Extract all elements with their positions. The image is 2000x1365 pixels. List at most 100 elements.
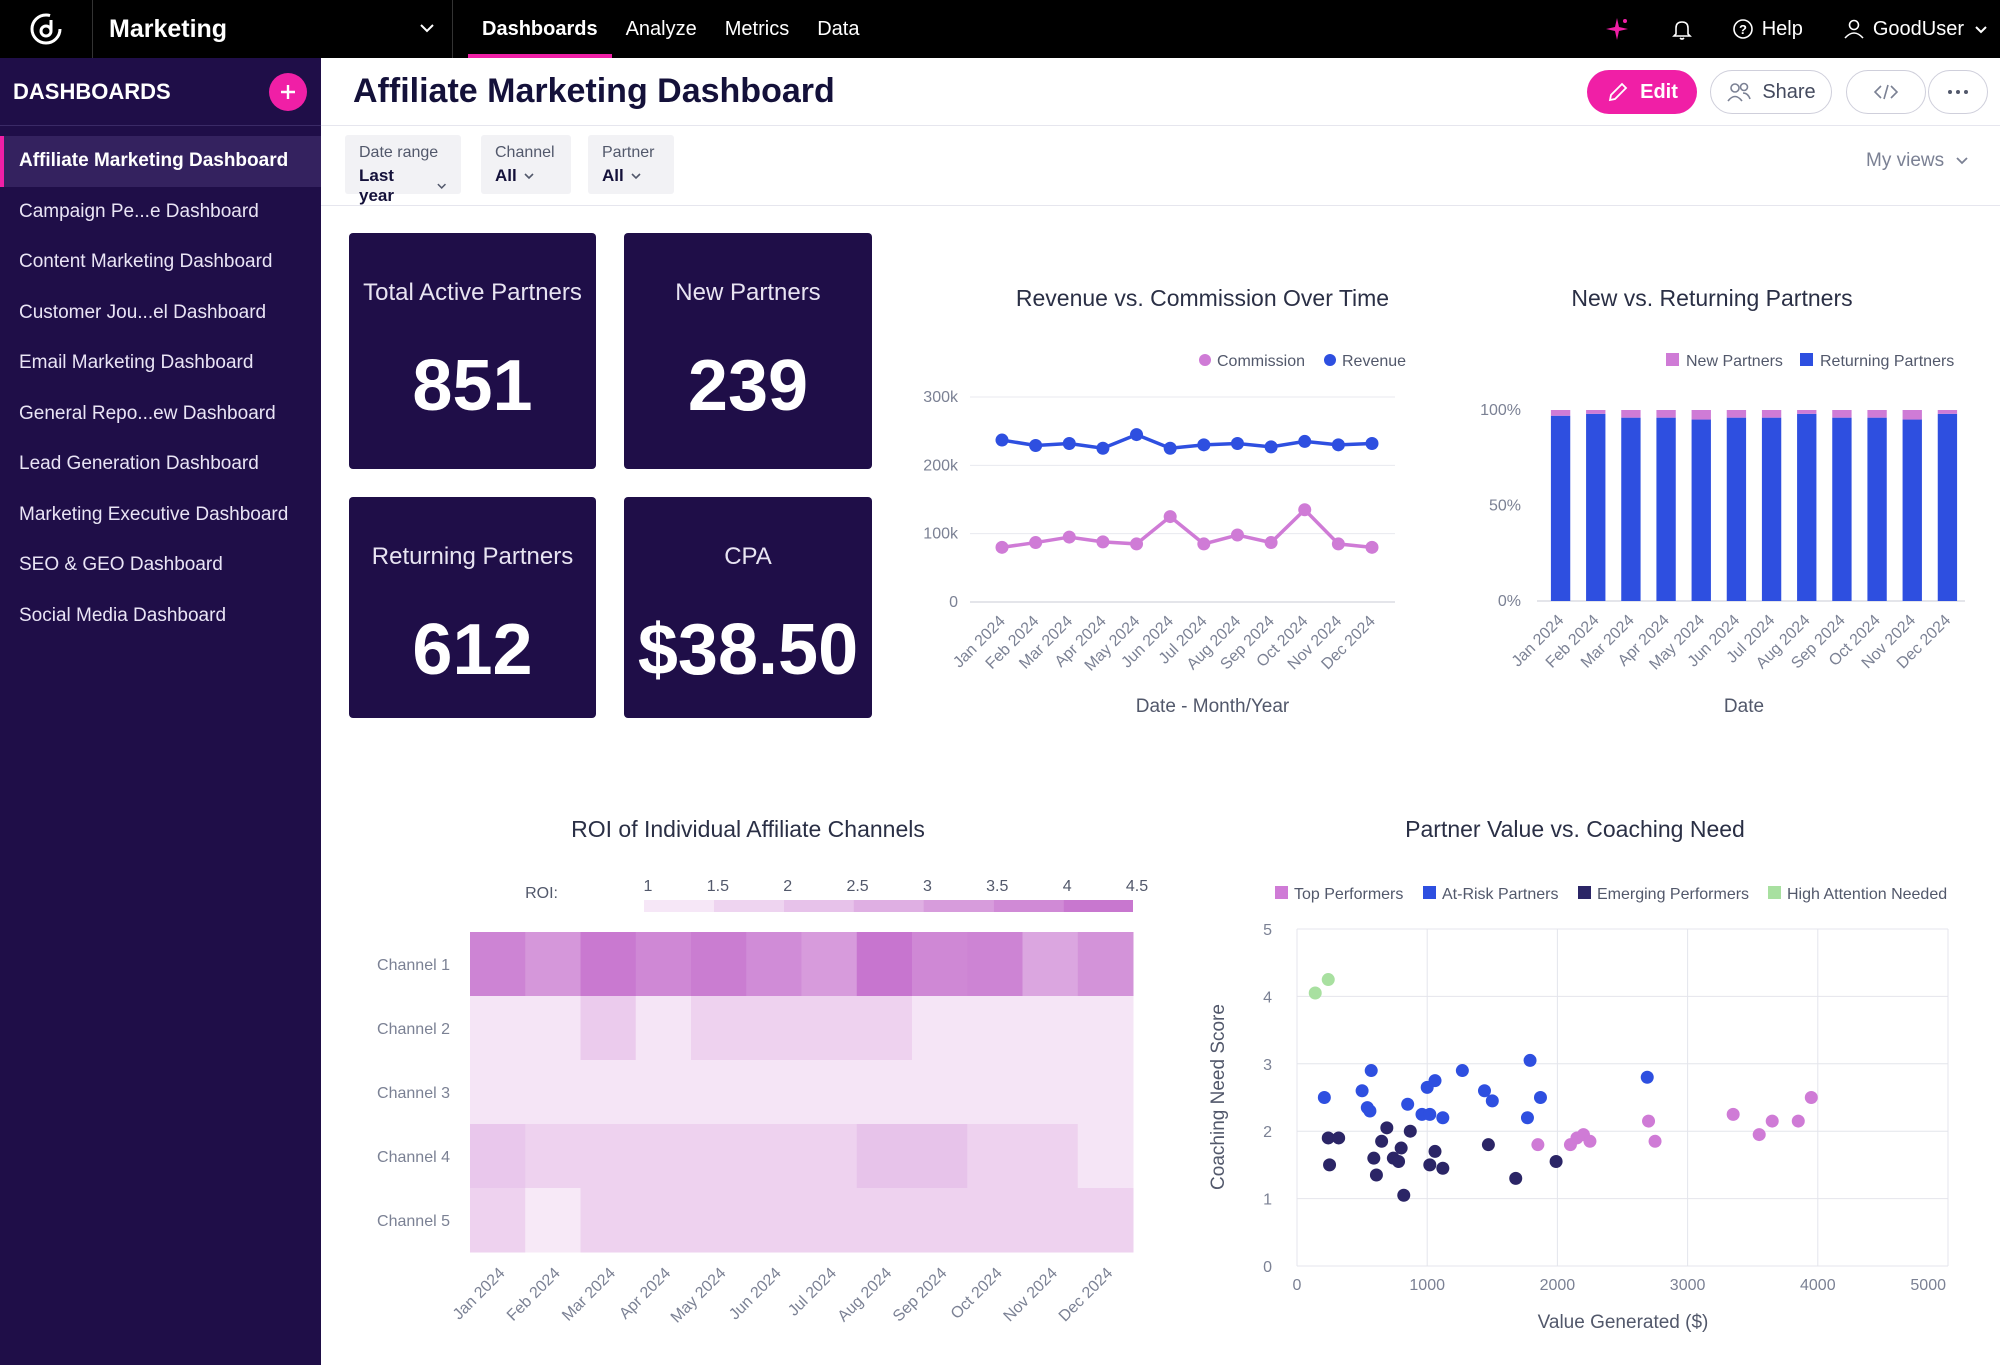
sidebar-item-content-marketing[interactable]: Content Marketing Dashboard xyxy=(19,251,273,273)
x-axis-title: Value Generated ($) xyxy=(1538,1312,1709,1333)
bar-segment xyxy=(1656,417,1676,601)
edit-label: Edit xyxy=(1640,80,1678,103)
heatmap-cell xyxy=(691,1060,747,1125)
heatmap-cell xyxy=(470,996,526,1061)
y-tick-label: 100k xyxy=(923,526,959,543)
kpi-new-partners[interactable]: New Partners 239 xyxy=(624,233,872,469)
kpi-label: Returning Partners xyxy=(371,543,574,570)
sidebar-item-social-media[interactable]: Social Media Dashboard xyxy=(19,604,227,626)
heatmap-cell xyxy=(470,1060,526,1125)
my-views-dropdown[interactable]: My views xyxy=(1866,150,1970,172)
revenue-commission-chart[interactable]: Revenue vs. Commission Over Time Commissi… xyxy=(900,270,1420,730)
channel-filter[interactable]: Channel All xyxy=(481,135,571,194)
sidebar-item-general-reporting[interactable]: General Repo...ew Dashboard xyxy=(19,402,276,424)
heatmap-cell xyxy=(912,932,968,997)
heatmap-cell xyxy=(912,1188,968,1253)
bar-segment xyxy=(1586,413,1606,601)
nav-data[interactable]: Data xyxy=(817,17,860,40)
data-point xyxy=(1308,986,1322,1000)
kpi-cpa[interactable]: CPA $38.50 xyxy=(624,497,872,718)
add-dashboard-button[interactable] xyxy=(269,72,307,111)
kpi-total-active-partners[interactable]: Total Active Partners 851 xyxy=(349,233,596,469)
share-button[interactable]: Share xyxy=(1710,70,1832,114)
heatmap-cell xyxy=(580,932,637,997)
column-label: Mar 2024 xyxy=(559,1265,619,1325)
sidebar-item-seo-geo[interactable]: SEO & GEO Dashboard xyxy=(19,554,223,576)
heatmap-cell xyxy=(856,1060,913,1125)
y-tick-label: 0 xyxy=(1263,1259,1272,1276)
share-label: Share xyxy=(1762,80,1816,103)
data-point xyxy=(1321,973,1335,987)
legend-marker xyxy=(1768,886,1781,899)
data-point xyxy=(1130,428,1144,442)
bar-segment xyxy=(1621,417,1641,601)
bell-icon[interactable] xyxy=(1671,18,1692,40)
new-returning-chart[interactable]: New vs. Returning Partners New Partners Re… xyxy=(1440,270,1985,730)
nav-analyze[interactable]: Analyze xyxy=(625,17,697,40)
sidebar: DASHBOARDS Affiliate Marketing Dashboard… xyxy=(0,58,321,1365)
roi-heatmap-svg: ROI of Individual Affiliate Channels ROI:… xyxy=(377,816,1148,1327)
data-point xyxy=(1423,1107,1437,1121)
partner-value-chart[interactable]: Partner Value vs. Coaching Need Top Perfo… xyxy=(1190,800,1980,1340)
column-label: Feb 2024 xyxy=(504,1265,564,1325)
bar-segment xyxy=(1761,417,1782,601)
heatmap-cell xyxy=(1077,932,1134,997)
nav-metrics[interactable]: Metrics xyxy=(724,17,790,40)
plus-icon xyxy=(281,84,295,99)
data-point xyxy=(1062,436,1076,450)
data-point xyxy=(1197,537,1211,551)
y-tick-label: 0 xyxy=(949,594,958,611)
x-axis-title: Date - Month/Year xyxy=(1136,696,1290,717)
sidebar-item-campaign-performance[interactable]: Campaign Pe...e Dashboard xyxy=(19,200,259,222)
heatmap-cell xyxy=(1077,996,1134,1061)
partner-filter[interactable]: Partner All xyxy=(588,135,674,194)
kpi-returning-partners[interactable]: Returning Partners 612 xyxy=(349,497,596,718)
nav-dashboards[interactable]: Dashboards xyxy=(468,0,612,58)
column-label: May 2024 xyxy=(668,1265,730,1327)
more-options-button[interactable] xyxy=(1928,70,1988,114)
sidebar-item-lead-generation[interactable]: Lead Generation Dashboard xyxy=(19,453,259,475)
ai-sparkle-icon[interactable] xyxy=(1604,16,1630,42)
pencil-icon xyxy=(1608,82,1628,102)
data-point xyxy=(1531,1138,1545,1152)
heatmap-cell xyxy=(470,1124,526,1189)
sidebar-item-customer-journey[interactable]: Customer Jou...el Dashboard xyxy=(19,301,267,323)
heatmap-cell xyxy=(635,1188,692,1253)
edit-button[interactable]: Edit xyxy=(1587,70,1697,114)
data-point xyxy=(1163,441,1177,455)
help-link[interactable]: ? Help xyxy=(1732,18,1803,41)
y-tick-label: 0% xyxy=(1498,593,1521,610)
new-returning-svg: New vs. Returning Partners New Partners Re… xyxy=(1480,285,1965,717)
row-label: Channel 3 xyxy=(377,1085,450,1102)
data-point xyxy=(1363,1104,1377,1118)
heatmap-cell xyxy=(801,996,858,1061)
sidebar-item-email-marketing[interactable]: Email Marketing Dashboard xyxy=(19,352,254,374)
user-menu[interactable]: GoodUser xyxy=(1843,18,1990,41)
data-point xyxy=(1323,1158,1337,1172)
workspace-switcher[interactable]: Marketing xyxy=(93,0,453,58)
heatmap-cell xyxy=(1022,996,1079,1061)
heatmap-cell xyxy=(1077,1060,1134,1125)
y-tick-label: 2 xyxy=(1263,1124,1272,1141)
chevron-down-icon xyxy=(1975,26,1987,34)
date-range-filter[interactable]: Date range Last year xyxy=(345,135,461,205)
heatmap-cell xyxy=(912,1124,968,1189)
legend-swatch xyxy=(713,900,784,912)
sidebar-item-affiliate-marketing[interactable]: Affiliate Marketing Dashboard xyxy=(0,136,321,187)
y-tick-label: 1 xyxy=(1263,1192,1272,1209)
roi-heatmap-chart[interactable]: ROI of Individual Affiliate Channels ROI:… xyxy=(330,800,1150,1340)
bar-segment xyxy=(1656,410,1676,418)
heatmap-cell xyxy=(967,1188,1023,1253)
app-logo-icon[interactable] xyxy=(0,0,93,58)
data-point xyxy=(1298,503,1312,517)
heatmap-cell xyxy=(470,932,526,997)
data-point xyxy=(1765,1114,1779,1128)
embed-button[interactable] xyxy=(1846,70,1926,114)
legend-marker xyxy=(1578,886,1591,899)
heatmap-cell xyxy=(580,996,637,1061)
sidebar-item-marketing-executive[interactable]: Marketing Executive Dashboard xyxy=(19,503,289,525)
heatmap-cell xyxy=(801,1060,858,1125)
revenue-commission-svg: Revenue vs. Commission Over Time Commissi… xyxy=(923,285,1406,717)
bar-segment xyxy=(1832,417,1852,601)
heatmap-cell xyxy=(580,1188,637,1253)
